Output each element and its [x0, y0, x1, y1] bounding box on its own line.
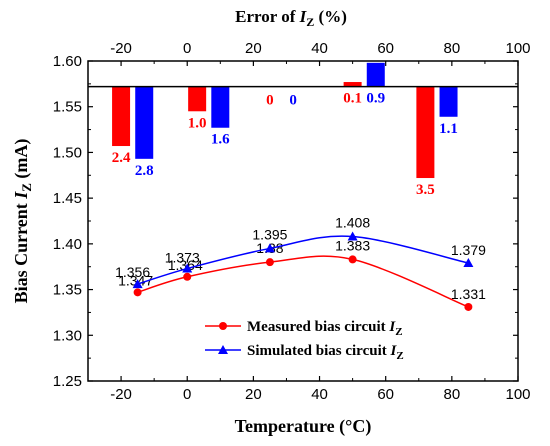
- legend: Measured bias circuit IZ Simulated bias …: [205, 319, 404, 362]
- error-bar-measured-0: [112, 86, 131, 147]
- curves-group: 1.3471.3641.381.3831.3311.3561.3731.3951…: [115, 215, 486, 311]
- data-label-simulated-4: 1.379: [451, 242, 486, 258]
- error-bar-measured-8: [416, 86, 435, 179]
- point-measured-2: [265, 258, 274, 267]
- data-label-simulated-3: 1.408: [335, 215, 370, 231]
- top-tick-label-2: 20: [245, 40, 262, 57]
- error-label-measured-4: 0: [266, 93, 274, 109]
- point-measured-1: [183, 272, 192, 281]
- bottom-tick-label-0: -20: [110, 386, 132, 403]
- left-tick-label-4: 1.45: [53, 190, 82, 207]
- left-axis-title: Bias Current IZ (mA): [11, 139, 34, 304]
- legend-simulated-label: Simulated bias circuit IZ: [247, 343, 404, 362]
- data-label-simulated-2: 1.395: [252, 226, 287, 242]
- top-axis-title: Error of IZ (%): [235, 7, 347, 29]
- point-simulated-4: [463, 258, 474, 268]
- top-tick-label-3: 40: [311, 40, 328, 57]
- bottom-tick-label-3: 40: [311, 386, 328, 403]
- error-label-simulated-1: 2.8: [135, 163, 154, 179]
- data-label-measured-1: 1.364: [168, 257, 203, 273]
- error-label-simulated-7: 0.9: [366, 91, 385, 107]
- point-measured-4: [464, 302, 473, 311]
- legend-measured-marker: [219, 322, 227, 330]
- error-bar-simulated-7: [366, 62, 385, 87]
- legend-simulated-marker: [218, 345, 228, 354]
- curve-simulated: [137, 235, 469, 285]
- error-label-simulated-3: 1.6: [211, 132, 230, 148]
- left-tick-label-7: 1.60: [53, 53, 82, 70]
- top-tick-label-6: 100: [505, 40, 530, 57]
- legend-measured-label: Measured bias circuit IZ: [247, 319, 403, 338]
- point-simulated-3: [347, 231, 358, 241]
- error-label-measured-0: 2.4: [112, 150, 131, 166]
- left-axis-ticks: 1.251.301.351.401.451.501.551.60: [53, 53, 518, 390]
- top-tick-label-1: 0: [183, 40, 191, 57]
- error-bar-simulated-9: [439, 86, 458, 117]
- bottom-tick-label-6: 100: [505, 386, 530, 403]
- top-tick-label-0: -20: [110, 40, 132, 57]
- left-tick-label-2: 1.35: [53, 282, 82, 299]
- bottom-tick-label-1: 0: [183, 386, 191, 403]
- data-label-measured-4: 1.331: [451, 286, 486, 302]
- error-label-measured-8: 3.5: [416, 182, 435, 198]
- left-tick-label-6: 1.55: [53, 99, 82, 116]
- bottom-tick-label-4: 60: [377, 386, 394, 403]
- point-measured-3: [348, 255, 357, 264]
- left-tick-label-0: 1.25: [53, 373, 82, 390]
- data-label-simulated-0: 1.356: [115, 264, 150, 280]
- error-label-measured-2: 1.0: [188, 115, 207, 131]
- error-bar-measured-6: [343, 82, 362, 87]
- data-label-simulated-1: 1.373: [165, 250, 200, 266]
- bottom-tick-label-2: 20: [245, 386, 262, 403]
- point-simulated-2: [264, 243, 275, 253]
- bottom-axis-ticks: -20 0 20 40 60 80 100: [87, 376, 531, 403]
- data-label-measured-0: 1.347: [118, 272, 153, 288]
- error-bar-simulated-3: [211, 86, 230, 128]
- error-bars-group: 2.42.8 1.01.6 0 0 0.1 0.9 3.5 1.1: [112, 62, 458, 198]
- bottom-axis-title: Temperature (°C): [235, 416, 372, 437]
- error-bar-simulated-1: [135, 86, 154, 159]
- bottom-tick-label-5: 80: [444, 386, 461, 403]
- point-simulated-1: [182, 263, 193, 273]
- error-label-measured-6: 0.1: [343, 91, 362, 107]
- left-tick-label-3: 1.40: [53, 236, 82, 253]
- left-tick-label-1: 1.30: [53, 327, 82, 344]
- top-tick-label-5: 80: [444, 40, 461, 57]
- error-label-simulated-9: 1.1: [439, 121, 458, 137]
- error-bar-measured-2: [188, 86, 207, 112]
- point-simulated-0: [132, 279, 143, 289]
- top-axis-ticks: -20 0 20 40 60 80 100: [87, 40, 531, 66]
- top-tick-label-4: 60: [377, 40, 394, 57]
- data-label-measured-3: 1.383: [335, 237, 370, 253]
- left-tick-label-5: 1.50: [53, 144, 82, 161]
- curve-measured: [137, 255, 469, 308]
- error-label-simulated-5: 0: [289, 93, 297, 109]
- point-measured-0: [133, 288, 142, 297]
